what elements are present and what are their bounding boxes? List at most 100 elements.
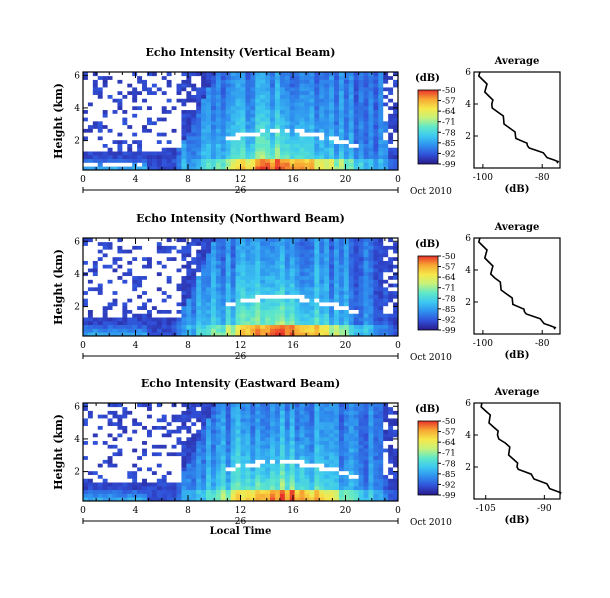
heatmap-cell	[186, 410, 192, 415]
heatmap-cell	[265, 294, 271, 299]
heatmap-cell	[304, 124, 310, 129]
heatmap-cell	[166, 444, 172, 449]
heatmap-cell	[343, 98, 350, 103]
heatmap-cell	[210, 497, 217, 502]
heatmap-cell	[166, 275, 172, 280]
heatmap-cell	[319, 332, 325, 337]
heatmap-cell	[215, 290, 222, 295]
heatmap-cell	[329, 238, 335, 243]
heatmap-cell	[265, 253, 271, 258]
heatmap-cell	[383, 287, 389, 292]
heatmap-cell	[196, 136, 202, 141]
heatmap-cell	[383, 151, 389, 156]
heatmap-cell	[97, 421, 104, 426]
heatmap-cell	[127, 94, 133, 99]
heatmap-cell	[358, 313, 364, 318]
heatmap-cell	[191, 162, 197, 167]
heatmap-cell	[299, 474, 305, 479]
heatmap-cell	[97, 102, 104, 107]
heatmap-cell	[161, 245, 168, 250]
date-label: Oct 2010	[410, 353, 452, 363]
heatmap-cell	[373, 94, 379, 99]
heatmap-cell	[294, 98, 300, 103]
heatmap-cell	[210, 256, 217, 261]
heatmap-cell	[127, 414, 133, 419]
heatmap-cell	[255, 313, 261, 318]
heatmap-cell	[230, 482, 236, 487]
heatmap-cell	[319, 94, 325, 99]
heatmap-cell	[304, 440, 310, 445]
heatmap-cell	[122, 317, 128, 322]
heatmap-cell	[250, 72, 256, 77]
heatmap-cell	[265, 139, 271, 144]
heatmap-cell	[83, 290, 89, 295]
heatmap-cell	[373, 320, 379, 326]
heatmap-cell	[319, 429, 325, 434]
heatmap-cell	[319, 87, 325, 92]
heatmap-cell	[284, 105, 291, 111]
heatmap-cell	[181, 72, 187, 77]
heatmap-cell	[235, 429, 241, 434]
heatmap-cell	[142, 283, 148, 288]
heatmap-cell	[181, 275, 187, 280]
heatmap-cell	[294, 324, 300, 329]
heatmap-cell	[255, 162, 261, 167]
heatmap-cell	[92, 94, 99, 99]
heatmap-cell	[97, 317, 104, 322]
heatmap-cell	[235, 90, 241, 95]
heatmap-cell	[151, 162, 158, 167]
heatmap-cell	[270, 260, 276, 265]
heatmap-cell	[314, 485, 320, 491]
heatmap-cell	[117, 290, 123, 295]
heatmap-cell	[117, 113, 123, 118]
heatmap-cell	[191, 418, 197, 423]
heatmap-cell	[117, 406, 123, 411]
date-label: Oct 2010	[410, 187, 452, 197]
heatmap-cell	[324, 162, 330, 167]
heatmap-cell	[348, 305, 355, 310]
heatmap-cell	[112, 132, 118, 137]
heatmap-cell	[215, 75, 222, 80]
heatmap-cell	[220, 132, 227, 137]
heatmap-cell	[97, 328, 104, 333]
heatmap-cell	[255, 309, 261, 314]
heatmap-cell	[181, 410, 187, 415]
heatmap-cell	[201, 455, 207, 460]
heatmap-cell	[186, 467, 192, 472]
heatmap-cell	[107, 452, 113, 457]
heatmap-cell	[373, 241, 379, 246]
heatmap-cell	[378, 287, 384, 292]
heatmap-cell	[289, 313, 295, 318]
heatmap-cell	[137, 414, 143, 419]
heatmap-cell	[196, 440, 202, 445]
heatmap-cell	[132, 253, 138, 258]
heatmap-cell	[206, 139, 212, 144]
heatmap-cell	[358, 260, 364, 265]
heatmap-cell	[235, 98, 241, 103]
heatmap-cell	[274, 158, 281, 163]
heatmap-cell	[210, 459, 217, 464]
heatmap-cell	[235, 136, 241, 141]
heatmap-cell	[353, 124, 359, 129]
heatmap-cell	[132, 147, 138, 152]
heatmap-cell	[284, 151, 291, 156]
heatmap-cell	[142, 139, 148, 144]
heatmap-cell	[196, 94, 202, 99]
heatmap-cell	[270, 147, 276, 152]
heatmap-cell	[314, 75, 320, 80]
heatmap-cell	[304, 79, 310, 84]
heatmap-cell	[363, 253, 369, 258]
heatmap-cell	[363, 332, 369, 337]
heatmap-cell	[319, 418, 325, 423]
heatmap-cell	[225, 121, 231, 126]
heatmap-cell	[97, 139, 104, 144]
heatmap-cell	[151, 245, 158, 250]
heatmap-cell	[220, 455, 227, 460]
heatmap-cell	[137, 287, 143, 292]
heatmap-cell	[97, 98, 104, 103]
heatmap-cell	[255, 448, 261, 453]
heatmap-cell	[299, 309, 305, 314]
heatmap-cell	[181, 455, 187, 460]
heatmap-cell	[225, 309, 231, 314]
heatmap-cell	[186, 444, 192, 449]
